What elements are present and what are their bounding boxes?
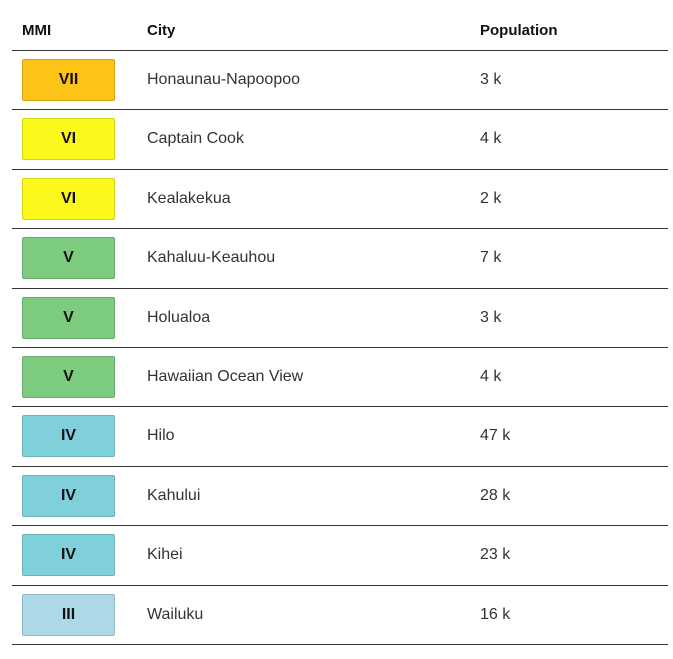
mmi-badge: IV xyxy=(22,415,115,458)
population: 28 k xyxy=(480,486,511,504)
population: 23 k xyxy=(480,546,511,564)
city: Kahaluu-Keauhou xyxy=(147,249,276,267)
city: Kealakekua xyxy=(147,189,231,207)
row-rule xyxy=(12,585,668,586)
city: Kihei xyxy=(147,546,183,564)
mmi-badge: V xyxy=(22,356,115,398)
mmi-badge: VI xyxy=(22,118,115,161)
city: Honaunau-Napoopoo xyxy=(147,71,301,88)
mmi-badge: IV xyxy=(22,474,115,517)
population: 3 k xyxy=(480,308,502,326)
mmi-badge: III xyxy=(22,593,115,636)
row-rule xyxy=(12,466,668,467)
population: 47 k xyxy=(480,427,511,445)
population: 4 k xyxy=(480,368,502,385)
mmi-badge: V xyxy=(22,237,115,280)
row-rule xyxy=(12,644,668,645)
city: Hawaiian Ocean View xyxy=(147,368,304,385)
city: Wailuku xyxy=(147,605,204,623)
row-rule xyxy=(12,169,668,170)
mmi-badge: VI xyxy=(22,177,115,220)
city: Hilo xyxy=(147,427,175,445)
population: 2 k xyxy=(480,189,502,207)
header-city: City xyxy=(147,22,176,39)
population: 3 k xyxy=(480,71,502,88)
city: Kahului xyxy=(147,486,201,504)
mmi-badge: IV xyxy=(22,534,115,577)
population: 4 k xyxy=(480,130,502,148)
city: Captain Cook xyxy=(147,130,244,148)
mmi-badge: VII xyxy=(22,59,115,101)
row-rule xyxy=(12,347,668,348)
header-mmi: MMI xyxy=(22,22,52,39)
row-rule xyxy=(12,406,668,407)
row-rule xyxy=(12,109,668,110)
header-rule xyxy=(12,50,668,51)
mmi-badge: V xyxy=(22,296,115,339)
city: Holualoa xyxy=(147,308,211,326)
row-rule xyxy=(12,525,668,526)
population: 7 k xyxy=(480,249,502,267)
row-rule xyxy=(12,228,668,229)
header-population: Population xyxy=(480,22,558,39)
population: 16 k xyxy=(480,605,511,623)
row-rule xyxy=(12,288,668,289)
